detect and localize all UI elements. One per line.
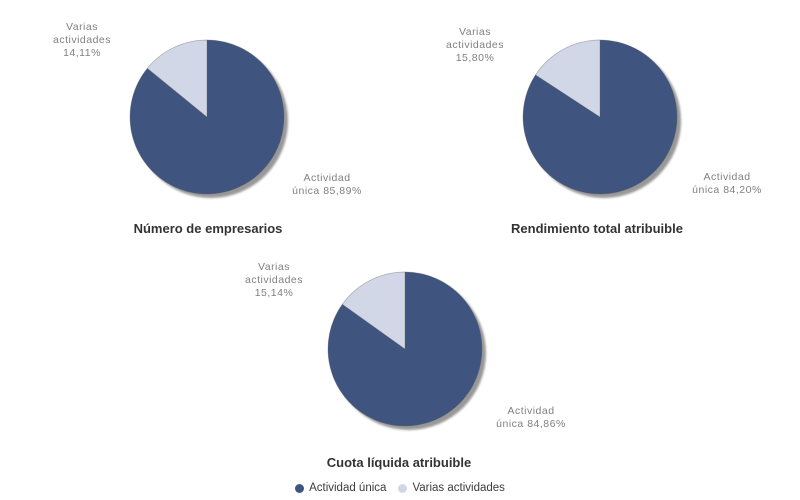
chart-title: Cuota líquida atribuible bbox=[326, 455, 472, 470]
pie-cuota-liquida-atribuible bbox=[327, 271, 486, 430]
legend-dot-actividad-unica-icon bbox=[295, 483, 305, 493]
pie-rendimiento-total-atribuible bbox=[522, 39, 681, 198]
slice-label-varias-actividades: Varias actividades 15,14% bbox=[244, 261, 304, 299]
slice-label-actividad-unica: Actividad única 85,89% bbox=[292, 172, 362, 197]
pie-slice-actividad-única bbox=[327, 271, 483, 427]
chart-title: Número de empresarios bbox=[133, 221, 283, 236]
pie-slice-varias-actividades bbox=[146, 39, 208, 118]
pie-numero-de-empresarios bbox=[129, 39, 288, 198]
legend-label: Actividad única bbox=[309, 482, 387, 494]
legend-item-actividad-unica: Actividad única bbox=[295, 482, 386, 494]
slice-label-varias-actividades: Varias actividades 15,80% bbox=[445, 26, 505, 64]
pie-slice-varias-actividades bbox=[535, 39, 601, 118]
slice-label-varias-actividades: Varias actividades 14,11% bbox=[52, 21, 112, 59]
pie-slice-varias-actividades bbox=[341, 271, 406, 350]
legend-item-varias-actividades: Varias actividades bbox=[398, 482, 505, 494]
legend-dot-varias-actividades-icon bbox=[398, 483, 408, 493]
slice-label-actividad-unica: Actividad única 84,86% bbox=[496, 405, 566, 430]
legend-label: Varias actividades bbox=[412, 482, 505, 494]
pie-slice-actividad-única bbox=[522, 39, 678, 195]
chart-title: Rendimiento total atribuible bbox=[511, 221, 683, 236]
legend: Actividad única Varias actividades bbox=[0, 482, 800, 494]
slice-label-actividad-unica: Actividad única 84,20% bbox=[692, 171, 762, 196]
pie-slice-actividad-única bbox=[129, 39, 285, 195]
